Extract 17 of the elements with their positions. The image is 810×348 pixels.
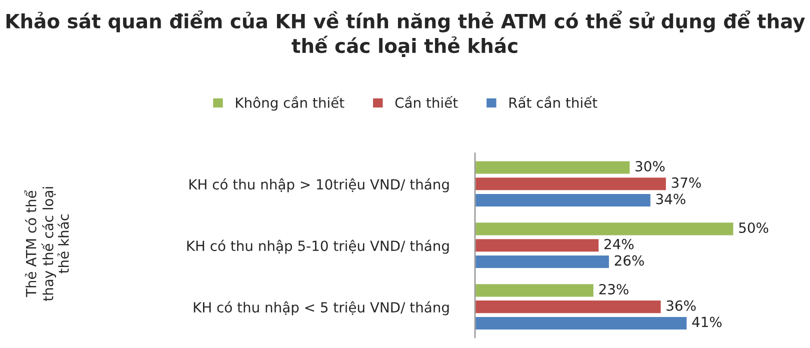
data-label: 30% [636, 160, 665, 172]
data-label: 37% [672, 177, 701, 188]
text: Thẻ ATM có thể thay thế các loại thẻ khác [24, 187, 69, 301]
data-label: 41% [692, 316, 722, 328]
data-label: 34% [656, 194, 686, 204]
data-label: 36% [666, 300, 696, 311]
data-label: 26% [614, 255, 644, 266]
legend-label: Rất cần thiết [509, 96, 598, 108]
chart-title: Khảo sát quan điểm của KH về tính năng thẻ ATM có thể sử dụng để thay thế các loại thẻ khác [6, 10, 805, 57]
legend-label: Không cần thiết [236, 96, 344, 111]
legend-label: Cần thiết [395, 96, 458, 108]
data-label: 24% [604, 238, 634, 250]
y-tick-label: KH có thu nhập 5-10 triệu VND/ tháng [187, 240, 449, 254]
y-tick-label: KH có thu nhập > 10triệu VND/ tháng [189, 178, 449, 192]
y-tick-label: KH có thu nhập < 5 triệu VND/ tháng [194, 301, 449, 316]
data-label: 50% [739, 222, 768, 233]
data-label: 23% [599, 284, 628, 294]
